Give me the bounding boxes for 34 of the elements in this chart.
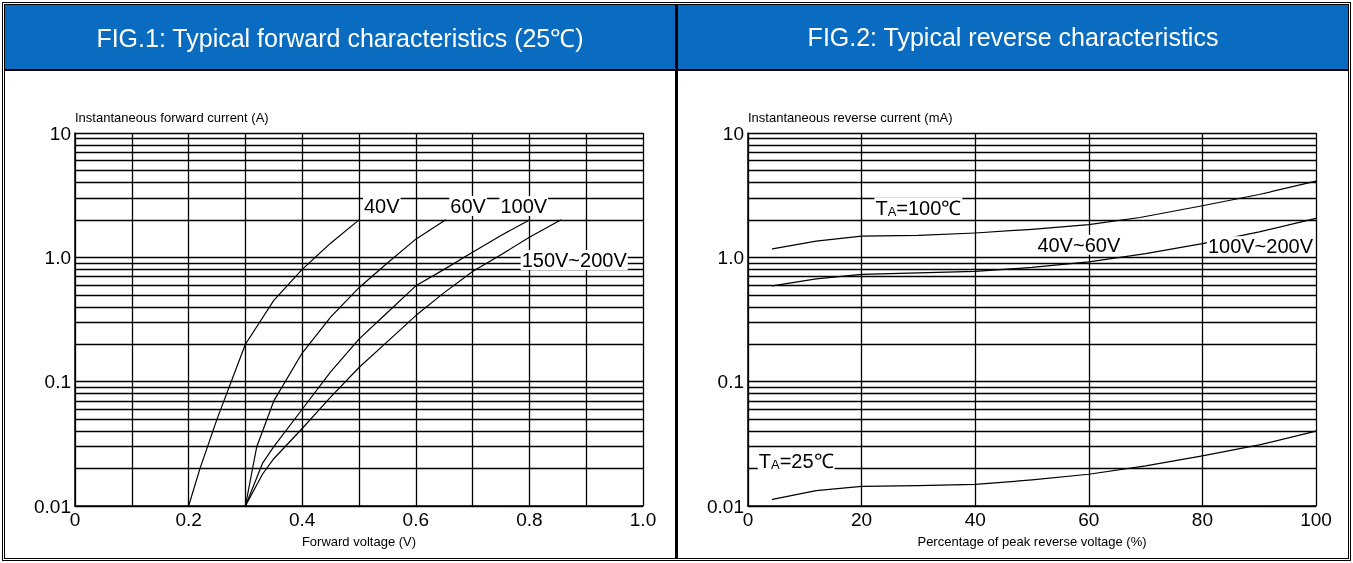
annotation: TA=100℃ bbox=[875, 196, 962, 219]
y-tick-label: 0.01 bbox=[34, 495, 71, 517]
series-label: 40V bbox=[364, 194, 401, 217]
chart-title: FIG.1: Typical forward characteristics (25℃) bbox=[5, 5, 675, 71]
x-tick-label: 0.8 bbox=[516, 509, 543, 530]
series-label: 60V bbox=[450, 194, 487, 217]
x-tick-label: 0.2 bbox=[175, 509, 202, 530]
x-tick-label: 100 bbox=[1300, 509, 1332, 530]
x-tick-label: 40 bbox=[964, 509, 986, 530]
chart-title: FIG.2: Typical reverse characteristics bbox=[678, 5, 1348, 71]
series-label: TA=25℃ bbox=[758, 449, 834, 472]
y-tick-label: 1.0 bbox=[44, 246, 71, 268]
x-tick-label: 0.6 bbox=[402, 509, 430, 530]
y-axis-title: Instantaneous reverse current (mA) bbox=[748, 109, 953, 125]
y-tick-label: 10 bbox=[49, 122, 71, 144]
series-label: 150V~200V bbox=[521, 248, 628, 271]
x-tick-label: 1.0 bbox=[629, 509, 657, 530]
y-tick-label: 1.0 bbox=[717, 246, 744, 268]
y-tick-label: 0.1 bbox=[44, 371, 71, 393]
series-label: 100V~200V bbox=[1207, 235, 1314, 258]
y-axis-title: Instantaneous forward current (A) bbox=[75, 109, 269, 125]
x-tick-label: 0.4 bbox=[288, 509, 316, 530]
series-label: 40V~60V bbox=[1037, 233, 1121, 256]
x-axis-title: Forward voltage (V) bbox=[301, 533, 417, 549]
y-tick-label: 0.01 bbox=[707, 495, 744, 517]
series-label: 100V bbox=[500, 194, 548, 217]
x-tick-label: 80 bbox=[1191, 509, 1213, 530]
x-tick-label: 0 bbox=[69, 509, 81, 530]
y-tick-label: 10 bbox=[722, 122, 744, 144]
x-axis-title: Percentage of peak reverse voltage (%) bbox=[917, 533, 1147, 549]
x-tick-label: 0 bbox=[742, 509, 754, 530]
x-tick-label: 20 bbox=[851, 509, 873, 530]
y-tick-label: 0.1 bbox=[717, 371, 744, 393]
x-tick-label: 60 bbox=[1078, 509, 1100, 530]
